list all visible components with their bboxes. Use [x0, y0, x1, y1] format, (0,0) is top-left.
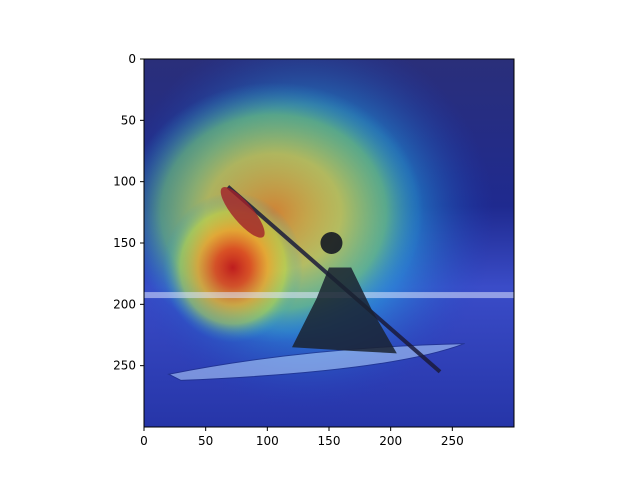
y-tick-label: 0 [128, 52, 136, 66]
x-tick-label: 0 [140, 434, 148, 448]
x-axis: 0 50 100 150 200 250 [140, 427, 464, 448]
x-tick-label: 50 [198, 434, 213, 448]
heatmap-image [144, 59, 514, 427]
plot-area: 0 50 100 150 200 250 0 50 100 150 200 250 [113, 52, 515, 448]
x-tick-label: 100 [256, 434, 279, 448]
y-tick-label: 200 [113, 297, 136, 311]
y-tick-label: 250 [113, 359, 136, 373]
y-tick-label: 50 [121, 113, 136, 127]
y-tick-label: 150 [113, 236, 136, 250]
y-axis: 0 50 100 150 200 250 [113, 52, 144, 373]
person-silhouette [292, 267, 397, 354]
paddle-blade [220, 186, 265, 238]
x-tick-label: 200 [379, 434, 402, 448]
attention-peak [162, 192, 303, 343]
x-tick-label: 250 [441, 434, 464, 448]
kayak-silhouette [167, 185, 465, 381]
person-head [320, 232, 343, 254]
y-tick-label: 100 [113, 175, 136, 189]
x-tick-label: 150 [318, 434, 341, 448]
